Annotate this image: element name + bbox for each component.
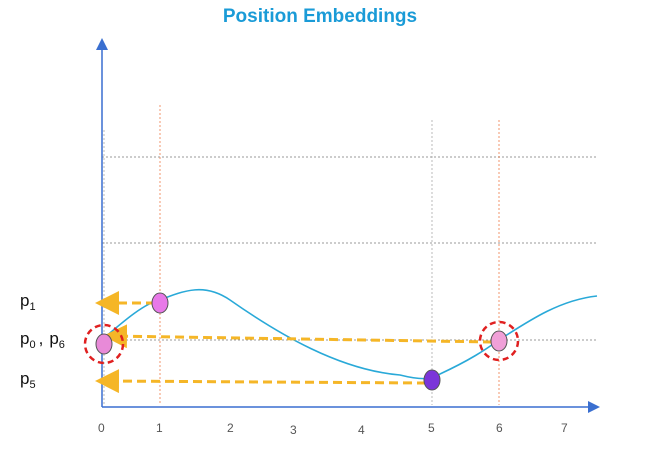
tick-label-0: 0 <box>98 421 105 435</box>
label-p5: p5 <box>20 369 36 391</box>
tick-label-3: 3 <box>290 423 297 437</box>
point-p0 <box>95 333 113 355</box>
tick-label-7: 7 <box>561 421 568 435</box>
arrow-p6 <box>103 324 493 349</box>
tick-label-5: 5 <box>428 421 435 435</box>
embedding-curve <box>103 288 598 380</box>
tick-label-4: 4 <box>358 423 365 437</box>
highlight-circle-p6 <box>478 320 520 362</box>
page-title: Position Embeddings <box>222 6 418 27</box>
point-p5 <box>423 369 441 391</box>
point-p1 <box>151 292 169 314</box>
tick-label-1: 1 <box>156 421 163 435</box>
tick-label-2: 2 <box>227 421 234 435</box>
arrow-p5 <box>95 369 427 394</box>
highlight-circle-p0 <box>83 323 125 365</box>
label-p0-p6: p0, p6 <box>20 329 65 351</box>
tick-label-6: 6 <box>496 421 503 435</box>
label-p1: p1 <box>20 291 36 313</box>
point-p6 <box>490 330 508 352</box>
